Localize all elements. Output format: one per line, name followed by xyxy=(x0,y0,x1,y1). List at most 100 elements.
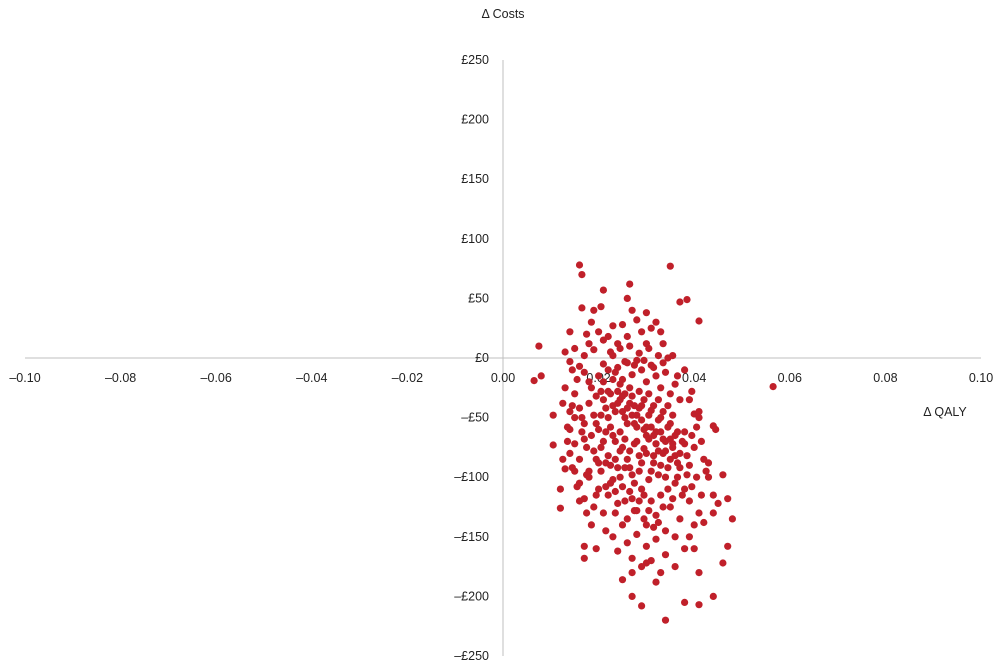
data-point xyxy=(690,545,698,553)
data-point xyxy=(595,485,603,493)
data-point xyxy=(590,306,598,314)
data-point xyxy=(709,491,717,499)
data-point xyxy=(661,551,670,559)
data-point xyxy=(688,483,696,491)
x-tick-label: 0.04 xyxy=(682,371,706,385)
data-point xyxy=(724,542,732,550)
data-point xyxy=(614,464,622,472)
data-point xyxy=(645,411,653,419)
data-point xyxy=(633,316,641,324)
data-point xyxy=(618,392,627,400)
data-point xyxy=(611,437,619,445)
x-tick-label: –0.08 xyxy=(105,371,136,385)
data-point xyxy=(709,592,717,601)
data-point xyxy=(676,515,684,523)
data-point xyxy=(575,261,584,269)
data-point xyxy=(630,479,639,487)
data-point xyxy=(561,384,569,392)
data-point xyxy=(642,378,651,386)
data-point xyxy=(599,360,608,368)
data-point xyxy=(685,461,694,469)
data-point xyxy=(604,414,612,422)
data-point xyxy=(673,372,682,380)
x-tick-label: 0.10 xyxy=(969,371,993,385)
data-point xyxy=(611,368,619,376)
data-point xyxy=(578,428,586,436)
data-point xyxy=(650,402,658,410)
data-point xyxy=(592,545,600,553)
data-point xyxy=(571,414,579,422)
x-tick-label: –0.06 xyxy=(201,371,232,385)
data-point xyxy=(623,515,631,523)
y-tick-labels: £250 £200 £150 £100 £50 £0 –£50 –£100 –£150 –£200… xyxy=(454,53,489,663)
data-point xyxy=(693,423,701,431)
data-point xyxy=(695,569,703,577)
data-point xyxy=(568,464,576,472)
data-point xyxy=(609,375,617,384)
data-point xyxy=(685,396,694,404)
data-point xyxy=(604,452,612,460)
data-point xyxy=(626,280,634,288)
data-point xyxy=(681,366,689,374)
data-point xyxy=(671,380,679,388)
data-point xyxy=(590,411,598,419)
data-point xyxy=(659,408,667,416)
data-point xyxy=(597,387,605,395)
data-point xyxy=(623,404,631,412)
data-point xyxy=(671,533,679,541)
data-point xyxy=(664,423,672,431)
data-point xyxy=(654,471,663,479)
data-point xyxy=(575,455,584,463)
data-point xyxy=(633,423,641,431)
data-point xyxy=(609,533,617,541)
data-point xyxy=(697,437,706,445)
data-point xyxy=(630,402,639,410)
data-point xyxy=(556,504,565,512)
data-point xyxy=(666,435,674,443)
data-point xyxy=(652,578,660,586)
data-point xyxy=(628,495,636,503)
data-point xyxy=(597,443,605,451)
data-point xyxy=(583,509,591,517)
data-point xyxy=(578,304,586,312)
x-axis-title: Δ QALY xyxy=(923,405,967,419)
data-point xyxy=(650,459,658,467)
data-point xyxy=(549,411,557,419)
y-tick-label: £200 xyxy=(461,113,489,127)
data-point xyxy=(580,352,588,360)
data-point xyxy=(583,330,591,338)
data-point xyxy=(604,491,612,499)
data-point xyxy=(657,491,665,499)
data-point xyxy=(666,503,674,511)
data-point xyxy=(638,366,646,374)
data-point xyxy=(676,298,684,306)
data-point xyxy=(628,471,636,479)
data-point xyxy=(623,455,631,463)
data-point xyxy=(661,368,670,376)
data-point xyxy=(587,318,596,326)
y-tick-label: £50 xyxy=(468,291,489,305)
data-point xyxy=(681,428,689,436)
data-point xyxy=(671,479,679,487)
data-point xyxy=(685,497,694,505)
data-point xyxy=(599,396,608,404)
data-point xyxy=(673,473,682,481)
data-point xyxy=(587,521,596,529)
data-point xyxy=(616,428,624,436)
data-point xyxy=(638,416,646,424)
data-point xyxy=(654,396,663,404)
data-point xyxy=(642,559,651,567)
data-point xyxy=(638,459,646,467)
data-point xyxy=(561,465,569,473)
data-point xyxy=(650,363,658,372)
data-point xyxy=(621,358,629,366)
data-point xyxy=(630,440,639,448)
data-point xyxy=(599,509,608,517)
data-point xyxy=(568,402,576,410)
x-tick-label: –0.02 xyxy=(392,371,423,385)
data-point xyxy=(578,414,586,422)
data-point xyxy=(575,404,584,412)
data-point xyxy=(640,445,648,453)
data-point xyxy=(676,396,684,404)
data-point xyxy=(681,598,689,607)
